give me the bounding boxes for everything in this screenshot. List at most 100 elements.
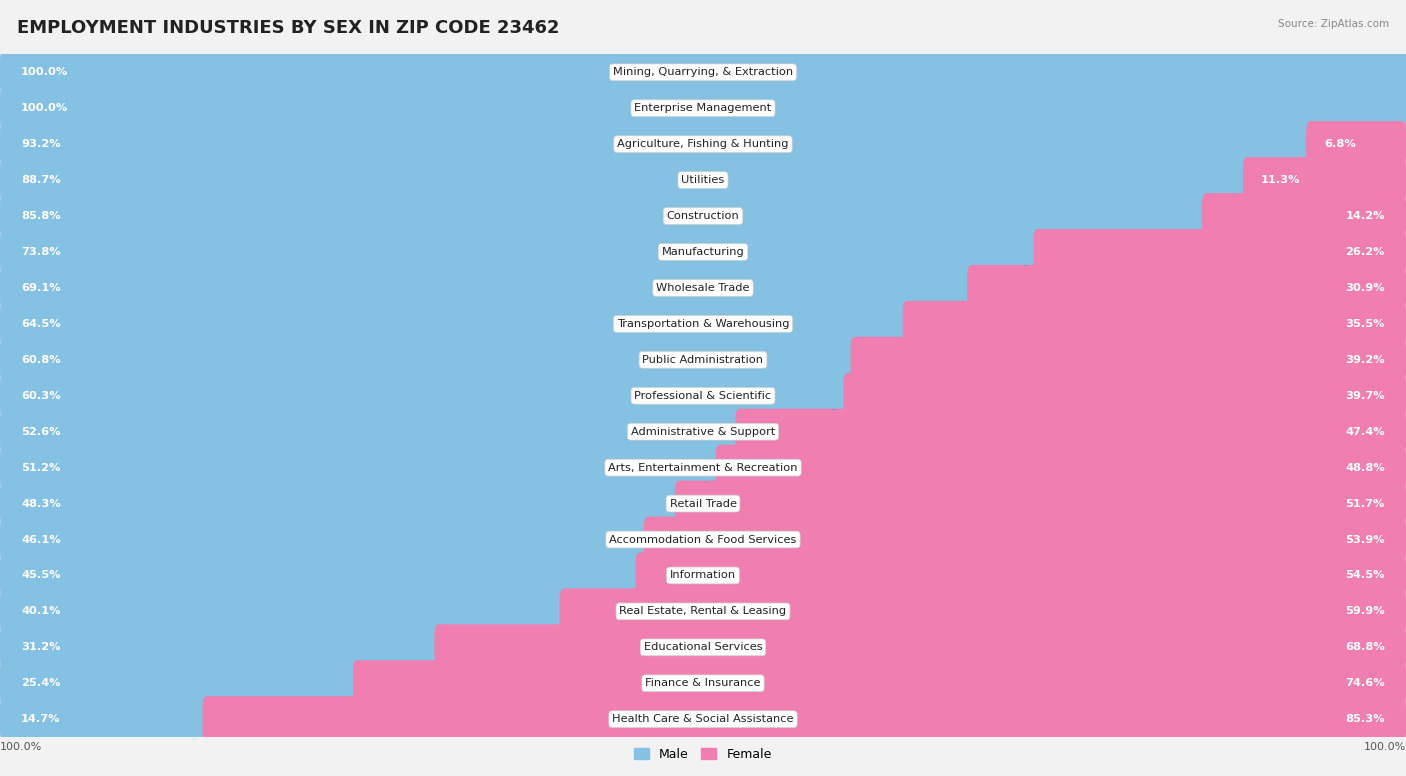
Text: 53.9%: 53.9% — [1346, 535, 1385, 545]
Text: 100.0%: 100.0% — [0, 742, 42, 751]
FancyBboxPatch shape — [716, 445, 1406, 490]
FancyBboxPatch shape — [0, 445, 724, 490]
Text: Accommodation & Food Services: Accommodation & Food Services — [609, 535, 797, 545]
FancyBboxPatch shape — [1202, 193, 1406, 239]
Text: 88.7%: 88.7% — [21, 175, 60, 185]
Text: Educational Services: Educational Services — [644, 643, 762, 653]
Text: 93.2%: 93.2% — [21, 139, 60, 149]
Text: 51.2%: 51.2% — [21, 462, 60, 473]
Text: 51.7%: 51.7% — [1346, 499, 1385, 508]
Text: 100.0%: 100.0% — [21, 68, 69, 78]
Text: 40.1%: 40.1% — [21, 606, 60, 616]
Text: 39.2%: 39.2% — [1346, 355, 1385, 365]
FancyBboxPatch shape — [0, 660, 361, 706]
FancyBboxPatch shape — [0, 229, 1042, 275]
Text: 100.0%: 100.0% — [1364, 742, 1406, 751]
Bar — [0, 270, 1406, 306]
FancyBboxPatch shape — [1243, 157, 1406, 203]
Bar — [0, 414, 1406, 449]
FancyBboxPatch shape — [851, 337, 1406, 383]
FancyBboxPatch shape — [434, 625, 1406, 670]
FancyBboxPatch shape — [0, 588, 568, 635]
FancyBboxPatch shape — [0, 372, 852, 419]
Text: 48.8%: 48.8% — [1346, 462, 1385, 473]
FancyBboxPatch shape — [735, 409, 1406, 455]
Text: 26.2%: 26.2% — [1346, 247, 1385, 257]
Text: Finance & Insurance: Finance & Insurance — [645, 678, 761, 688]
FancyBboxPatch shape — [967, 265, 1406, 311]
FancyBboxPatch shape — [0, 85, 1406, 131]
FancyBboxPatch shape — [636, 553, 1406, 598]
Text: Administrative & Support: Administrative & Support — [631, 427, 775, 437]
Text: 45.5%: 45.5% — [21, 570, 60, 580]
Text: Manufacturing: Manufacturing — [662, 247, 744, 257]
Text: 46.1%: 46.1% — [21, 535, 60, 545]
Text: Health Care & Social Assistance: Health Care & Social Assistance — [612, 714, 794, 724]
FancyBboxPatch shape — [0, 625, 443, 670]
Text: Agriculture, Fishing & Hunting: Agriculture, Fishing & Hunting — [617, 139, 789, 149]
Bar — [0, 162, 1406, 198]
Bar — [0, 486, 1406, 521]
FancyBboxPatch shape — [644, 517, 1406, 563]
Text: Professional & Scientific: Professional & Scientific — [634, 391, 772, 400]
Bar — [0, 702, 1406, 737]
Text: Mining, Quarrying, & Extraction: Mining, Quarrying, & Extraction — [613, 68, 793, 78]
Bar — [0, 234, 1406, 270]
Bar — [0, 629, 1406, 665]
Bar — [0, 665, 1406, 702]
Text: 54.5%: 54.5% — [1346, 570, 1385, 580]
Bar — [0, 306, 1406, 342]
FancyBboxPatch shape — [0, 301, 911, 347]
Bar — [0, 198, 1406, 234]
Bar — [0, 378, 1406, 414]
Text: 60.3%: 60.3% — [21, 391, 60, 400]
Text: Construction: Construction — [666, 211, 740, 221]
Text: 100.0%: 100.0% — [21, 103, 69, 113]
FancyBboxPatch shape — [0, 553, 644, 598]
Bar — [0, 342, 1406, 378]
Text: 59.9%: 59.9% — [1346, 606, 1385, 616]
FancyBboxPatch shape — [0, 480, 683, 527]
Text: 52.6%: 52.6% — [21, 427, 60, 437]
FancyBboxPatch shape — [0, 517, 652, 563]
FancyBboxPatch shape — [1306, 121, 1406, 167]
Text: 6.8%: 6.8% — [1324, 139, 1357, 149]
Text: Wholesale Trade: Wholesale Trade — [657, 283, 749, 293]
Bar — [0, 557, 1406, 594]
Text: Utilities: Utilities — [682, 175, 724, 185]
FancyBboxPatch shape — [0, 265, 976, 311]
Text: Real Estate, Rental & Leasing: Real Estate, Rental & Leasing — [620, 606, 786, 616]
Text: 39.7%: 39.7% — [1346, 391, 1385, 400]
FancyBboxPatch shape — [0, 696, 211, 742]
Text: Public Administration: Public Administration — [643, 355, 763, 365]
Bar — [0, 594, 1406, 629]
FancyBboxPatch shape — [1033, 229, 1406, 275]
Bar — [0, 449, 1406, 486]
Bar — [0, 521, 1406, 557]
Text: 85.8%: 85.8% — [21, 211, 60, 221]
Text: Arts, Entertainment & Recreation: Arts, Entertainment & Recreation — [609, 462, 797, 473]
Text: 85.3%: 85.3% — [1346, 714, 1385, 724]
FancyBboxPatch shape — [0, 193, 1211, 239]
Text: Source: ZipAtlas.com: Source: ZipAtlas.com — [1278, 19, 1389, 29]
Text: 74.6%: 74.6% — [1346, 678, 1385, 688]
Text: Retail Trade: Retail Trade — [669, 499, 737, 508]
Bar — [0, 126, 1406, 162]
FancyBboxPatch shape — [0, 50, 1406, 95]
Text: EMPLOYMENT INDUSTRIES BY SEX IN ZIP CODE 23462: EMPLOYMENT INDUSTRIES BY SEX IN ZIP CODE… — [17, 19, 560, 37]
Bar — [0, 90, 1406, 126]
FancyBboxPatch shape — [903, 301, 1406, 347]
Text: 25.4%: 25.4% — [21, 678, 60, 688]
FancyBboxPatch shape — [0, 121, 1315, 167]
Text: 47.4%: 47.4% — [1346, 427, 1385, 437]
Text: 11.3%: 11.3% — [1261, 175, 1301, 185]
FancyBboxPatch shape — [675, 480, 1406, 527]
Text: 48.3%: 48.3% — [21, 499, 60, 508]
Text: 60.8%: 60.8% — [21, 355, 60, 365]
Bar — [0, 54, 1406, 90]
Text: 30.9%: 30.9% — [1346, 283, 1385, 293]
FancyBboxPatch shape — [844, 372, 1406, 419]
FancyBboxPatch shape — [0, 157, 1251, 203]
FancyBboxPatch shape — [353, 660, 1406, 706]
Text: 14.2%: 14.2% — [1346, 211, 1385, 221]
